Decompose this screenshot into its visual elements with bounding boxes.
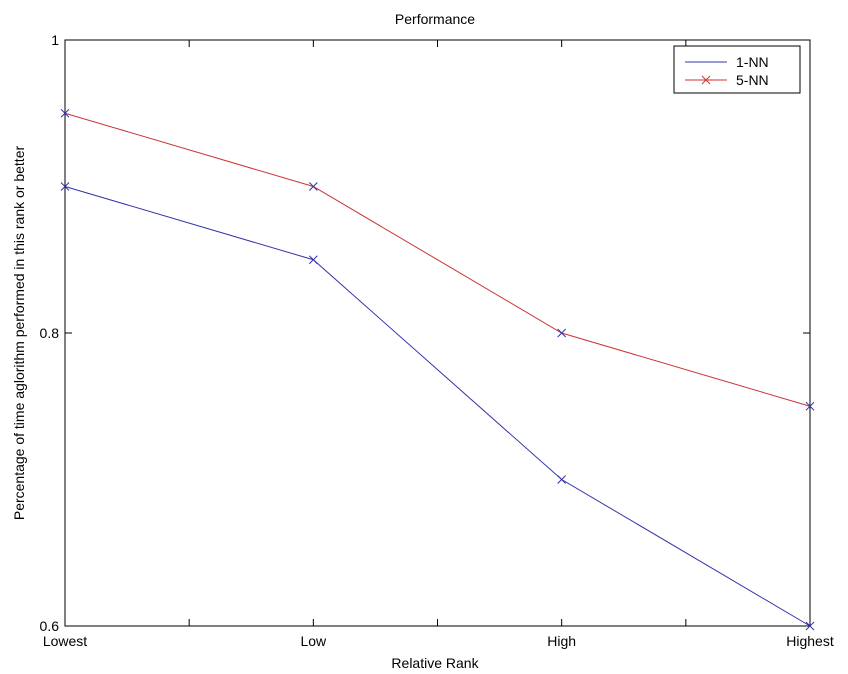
plot-frame (64, 39, 811, 627)
x-tick-label-high: High (547, 633, 576, 649)
series-line-1-nn (64, 186, 811, 627)
legend-box (673, 45, 801, 94)
y-axis-label: Percentage of time aglorithm performed i… (11, 146, 27, 521)
legend-label-5-nn: 5-NN (736, 72, 769, 88)
data-point-1-nn-low (308, 255, 318, 265)
data-point-5-nn-high (557, 328, 567, 338)
legend-entry-1-nn: 1-NN (685, 54, 769, 70)
x-tick-label-highest: Highest (786, 633, 834, 649)
y-tick-label-1: 0.8 (40, 325, 60, 341)
data-point-1-nn-high (557, 475, 567, 484)
x-tick-label-low: Low (300, 633, 327, 649)
legend: 1-NN 5-NN (673, 45, 801, 94)
data-point-5-nn-highest (805, 401, 815, 411)
x-axis-ticks: Lowest Low High Highest (43, 40, 834, 649)
data-point-1-nn-lowest (60, 182, 70, 191)
series-layer (60, 108, 815, 631)
data-point-5-nn-lowest (60, 108, 70, 118)
legend-entry-5-nn: 5-NN (685, 72, 769, 88)
data-point-1-nn-highest (805, 621, 815, 631)
x-tick-label-lowest: Lowest (43, 633, 87, 649)
y-tick-label-2: 1 (51, 32, 59, 48)
x-axis-label: Relative Rank (391, 655, 479, 671)
data-point-5-nn-low (308, 182, 318, 191)
legend-label-1-nn: 1-NN (736, 54, 769, 70)
y-axis-ticks: 0.6 0.8 1 (40, 32, 810, 634)
chart-title: Performance (395, 11, 475, 27)
y-tick-label-0: 0.6 (40, 618, 60, 634)
plot-area (64, 39, 811, 627)
series-line-5-nn (64, 112, 811, 407)
